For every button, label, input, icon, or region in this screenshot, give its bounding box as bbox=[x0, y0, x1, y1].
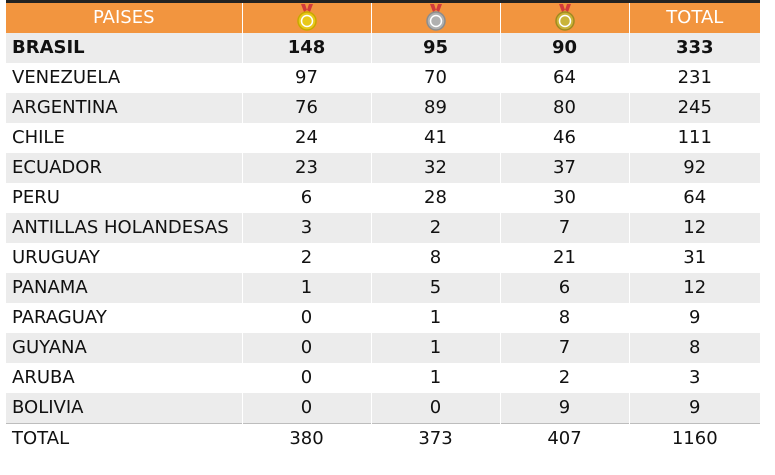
total-cell: 92 bbox=[628, 153, 760, 183]
bronze-cell: 46 bbox=[499, 123, 629, 153]
country-cell: PANAMA bbox=[6, 273, 242, 303]
country-cell: URUGUAY bbox=[6, 243, 242, 273]
header-total: TOTAL bbox=[628, 1, 760, 33]
total-cell: 12 bbox=[628, 273, 760, 303]
total-cell: 333 bbox=[628, 33, 760, 63]
bronze-cell: 7 bbox=[499, 213, 629, 243]
silver-cell: 0 bbox=[370, 393, 500, 424]
silver-cell: 95 bbox=[370, 33, 500, 63]
country-cell: BRASIL bbox=[6, 33, 242, 63]
bronze-cell: 2 bbox=[499, 363, 629, 393]
country-cell: ECUADOR bbox=[6, 153, 242, 183]
country-cell: PARAGUAY bbox=[6, 303, 242, 333]
header-row: PAISES TOTAL bbox=[6, 1, 760, 33]
table-row: GUYANA 0 1 7 8 bbox=[6, 333, 760, 363]
total-row: TOTAL 380 373 407 1160 bbox=[6, 423, 760, 454]
gold-cell: 6 bbox=[241, 183, 371, 213]
gold-cell: 148 bbox=[241, 33, 371, 63]
gold-cell: 1 bbox=[241, 273, 371, 303]
silver-cell: 70 bbox=[370, 63, 500, 93]
bronze-cell: 80 bbox=[499, 93, 629, 123]
country-cell: ARUBA bbox=[6, 363, 242, 393]
gold-cell: 76 bbox=[241, 93, 371, 123]
silver-medal-icon bbox=[425, 4, 447, 32]
gold-cell: 2 bbox=[241, 243, 371, 273]
gold-cell: 0 bbox=[241, 333, 371, 363]
silver-cell: 8 bbox=[370, 243, 500, 273]
silver-cell: 28 bbox=[370, 183, 500, 213]
total-label: TOTAL bbox=[6, 423, 242, 454]
table-row: PERU 6 28 30 64 bbox=[6, 183, 760, 213]
gold-cell: 3 bbox=[241, 213, 371, 243]
bronze-cell: 21 bbox=[499, 243, 629, 273]
gold-cell: 23 bbox=[241, 153, 371, 183]
silver-cell: 41 bbox=[370, 123, 500, 153]
grand-total: 1160 bbox=[628, 423, 760, 454]
medal-table: PAISES TOTAL BRASIL 148 95 90 333 VENEZU… bbox=[6, 0, 760, 454]
table-row: VENEZUELA 97 70 64 231 bbox=[6, 63, 760, 93]
table-row: BOLIVIA 0 0 9 9 bbox=[6, 393, 760, 424]
bronze-cell: 90 bbox=[499, 33, 629, 63]
table-row: ARUBA 0 1 2 3 bbox=[6, 363, 760, 393]
country-cell: VENEZUELA bbox=[6, 63, 242, 93]
bronze-cell: 37 bbox=[499, 153, 629, 183]
total-cell: 9 bbox=[628, 393, 760, 424]
bronze-cell: 7 bbox=[499, 333, 629, 363]
total-cell: 12 bbox=[628, 213, 760, 243]
gold-cell: 97 bbox=[241, 63, 371, 93]
total-cell: 9 bbox=[628, 303, 760, 333]
header-silver bbox=[370, 1, 500, 33]
country-cell: BOLIVIA bbox=[6, 393, 242, 424]
total-cell: 8 bbox=[628, 333, 760, 363]
bronze-cell: 6 bbox=[499, 273, 629, 303]
bronze-medal-icon bbox=[554, 4, 576, 32]
total-gold: 380 bbox=[241, 423, 371, 454]
total-cell: 231 bbox=[628, 63, 760, 93]
table-row: ECUADOR 23 32 37 92 bbox=[6, 153, 760, 183]
gold-cell: 0 bbox=[241, 363, 371, 393]
gold-medal-icon bbox=[296, 4, 318, 32]
total-cell: 64 bbox=[628, 183, 760, 213]
bronze-cell: 9 bbox=[499, 393, 629, 424]
country-cell: PERU bbox=[6, 183, 242, 213]
country-cell: CHILE bbox=[6, 123, 242, 153]
silver-cell: 1 bbox=[370, 363, 500, 393]
table-row: PARAGUAY 0 1 8 9 bbox=[6, 303, 760, 333]
total-bronze: 407 bbox=[499, 423, 629, 454]
gold-cell: 24 bbox=[241, 123, 371, 153]
gold-cell: 0 bbox=[241, 303, 371, 333]
silver-cell: 1 bbox=[370, 303, 500, 333]
total-silver: 373 bbox=[370, 423, 500, 454]
table-row: BRASIL 148 95 90 333 bbox=[6, 33, 760, 63]
medal-table-container: PAISES TOTAL BRASIL 148 95 90 333 VENEZU… bbox=[6, 0, 760, 454]
table-row: URUGUAY 2 8 21 31 bbox=[6, 243, 760, 273]
silver-cell: 32 bbox=[370, 153, 500, 183]
total-cell: 3 bbox=[628, 363, 760, 393]
bronze-cell: 8 bbox=[499, 303, 629, 333]
silver-cell: 5 bbox=[370, 273, 500, 303]
silver-cell: 2 bbox=[370, 213, 500, 243]
header-country: PAISES bbox=[6, 1, 242, 33]
header-bronze bbox=[499, 1, 629, 33]
total-cell: 31 bbox=[628, 243, 760, 273]
table-row: CHILE 24 41 46 111 bbox=[6, 123, 760, 153]
country-cell: ARGENTINA bbox=[6, 93, 242, 123]
total-cell: 111 bbox=[628, 123, 760, 153]
gold-cell: 0 bbox=[241, 393, 371, 424]
header-gold bbox=[241, 1, 371, 33]
silver-cell: 89 bbox=[370, 93, 500, 123]
total-cell: 245 bbox=[628, 93, 760, 123]
country-cell: GUYANA bbox=[6, 333, 242, 363]
table-row: ARGENTINA 76 89 80 245 bbox=[6, 93, 760, 123]
bronze-cell: 30 bbox=[499, 183, 629, 213]
table-row: ANTILLAS HOLANDESAS 3 2 7 12 bbox=[6, 213, 760, 243]
country-cell: ANTILLAS HOLANDESAS bbox=[6, 213, 242, 243]
bronze-cell: 64 bbox=[499, 63, 629, 93]
silver-cell: 1 bbox=[370, 333, 500, 363]
table-row: PANAMA 1 5 6 12 bbox=[6, 273, 760, 303]
